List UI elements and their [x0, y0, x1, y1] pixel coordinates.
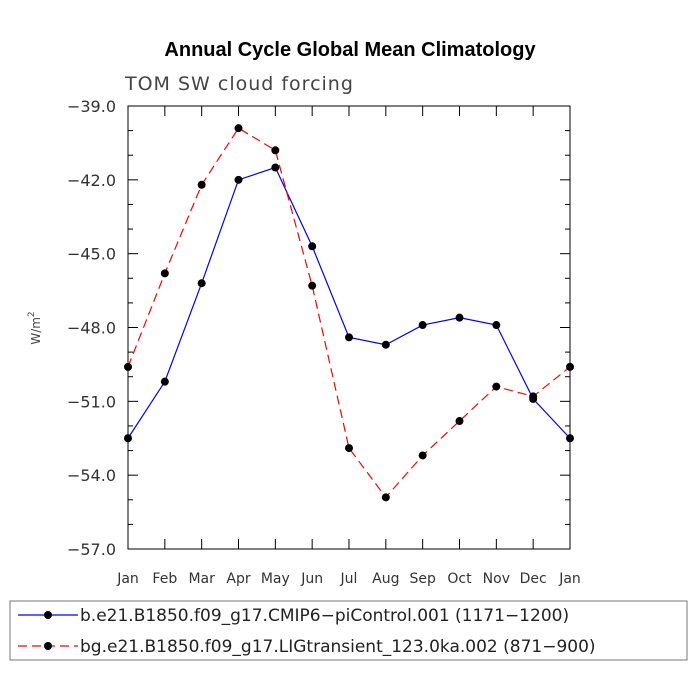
y-axis-label-superscript: 2: [27, 311, 37, 317]
y-tick-label: −57.0: [67, 540, 116, 559]
legend-label-2: bg.e21.B1850.f09_g17.LIGtransient_123.0k…: [80, 637, 596, 657]
legend: b.e21.B1850.f09_g17.CMIP6−piControl.001 …: [18, 606, 596, 657]
series-2-point: [566, 362, 574, 371]
y-tick-label: −48.0: [67, 319, 116, 338]
legend-marker-1: [44, 611, 52, 619]
series-2-point: [271, 146, 280, 155]
series-2-point: [492, 382, 501, 391]
series-2-point: [529, 392, 538, 401]
series-1-point: [381, 340, 390, 349]
series-2-point: [197, 180, 206, 189]
svg-text:W/m2: W/m2: [27, 311, 43, 344]
y-tick-label: −45.0: [67, 245, 116, 264]
series-layer: [124, 124, 574, 502]
chart-subtitle: TOM SW cloud forcing: [124, 73, 354, 95]
legend-marker-2: [44, 642, 52, 650]
y-axis-label: W/m2: [27, 311, 43, 344]
series-2-point: [234, 124, 243, 133]
series-2-point: [455, 417, 464, 426]
series-2-point: [308, 281, 317, 290]
chart-title: Annual Cycle Global Mean Climatology: [164, 39, 536, 61]
series-1-point: [566, 434, 574, 443]
x-tick-label: Nov: [483, 571, 510, 587]
y-axis-ticks: −39.0 −42.0 −45.0 −48.0 −51.0 −54.0 −57.0: [67, 97, 570, 559]
y-axis-label-main: W/m: [29, 317, 43, 345]
series-2-point: [418, 451, 427, 460]
series-1-point: [124, 434, 132, 443]
series-line-2: [127, 127, 571, 499]
series-line-1: [127, 166, 571, 439]
x-tick-label: Jun: [300, 571, 323, 587]
series-1-point: [418, 321, 427, 330]
x-tick-label: Jul: [340, 571, 358, 587]
series-1-point: [308, 242, 317, 251]
legend-box: [9, 600, 688, 661]
x-tick-label: Sep: [409, 571, 436, 587]
series-2-point: [160, 269, 169, 278]
x-tick-label: Jan: [558, 571, 581, 587]
x-tick-label: May: [261, 571, 290, 587]
y-tick-label: −51.0: [67, 392, 116, 411]
legend-label-1: b.e21.B1850.f09_g17.CMIP6−piControl.001 …: [80, 606, 569, 626]
series-1-point: [492, 321, 501, 330]
x-tick-label: Oct: [447, 571, 472, 587]
series-1-point: [455, 313, 464, 322]
series-1-point: [234, 175, 243, 184]
series-1-point: [271, 163, 280, 172]
series-1-point: [345, 333, 353, 342]
x-tick-label: Jan: [116, 571, 139, 587]
series-2-point: [124, 362, 132, 371]
x-tick-label: Aug: [372, 571, 399, 587]
series-2-point: [381, 493, 390, 502]
x-tick-label: Dec: [520, 571, 547, 587]
plot-frame: [127, 105, 571, 550]
series-1-point: [160, 377, 169, 386]
y-tick-label: −42.0: [67, 171, 116, 190]
x-tick-label: Apr: [226, 571, 250, 587]
series-1-point: [197, 279, 206, 288]
x-tick-label: Mar: [188, 571, 215, 587]
series-2-point: [345, 444, 353, 453]
y-tick-label: −54.0: [67, 466, 116, 485]
y-tick-label: −39.0: [67, 97, 116, 116]
x-axis-ticks: Jan Feb Mar Apr May Jun Jul Aug Sep Oct Nov Dec Jan: [116, 106, 581, 587]
x-tick-label: Feb: [152, 571, 177, 587]
